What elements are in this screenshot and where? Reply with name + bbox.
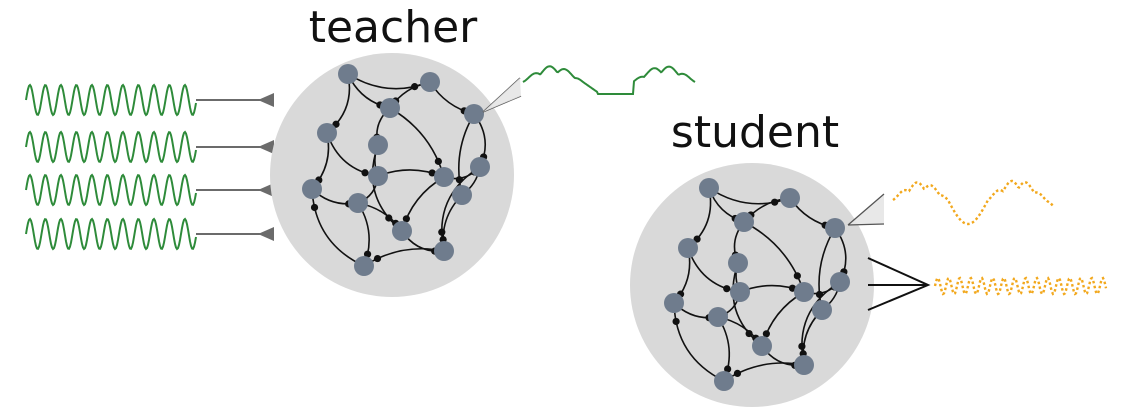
neuron-node — [368, 166, 388, 186]
synapse-dot — [373, 254, 382, 263]
neuron-node — [302, 179, 322, 199]
student-network — [630, 163, 874, 407]
student-network-disk — [630, 163, 874, 407]
neuron-node — [780, 188, 800, 208]
teacher-output-signal — [482, 65, 696, 113]
neuron-node — [317, 123, 337, 143]
synapse-dot — [402, 215, 410, 223]
neuron-node — [420, 72, 440, 92]
neuron-node — [699, 178, 719, 198]
synapse-dot — [762, 330, 770, 338]
neuron-node — [812, 300, 832, 320]
neuron-node — [338, 64, 358, 84]
student-label: student — [671, 107, 839, 158]
neuron-node — [728, 253, 748, 273]
teacher-network-disk — [270, 53, 514, 297]
synapse-dot — [310, 203, 319, 212]
teacher-network — [270, 53, 514, 297]
synapse-dot — [672, 317, 680, 326]
synapse-dot — [793, 272, 801, 280]
synapse-dot — [745, 329, 753, 338]
input-arrowhead — [258, 183, 274, 197]
neuron-node — [434, 167, 454, 187]
neuron-node — [470, 157, 490, 177]
input-sine-wave — [25, 173, 197, 207]
neuron-node — [734, 212, 754, 232]
synapse-dot — [724, 365, 732, 373]
input-sine-wave — [25, 83, 197, 117]
synapse-dot — [723, 285, 731, 293]
neuron-node — [464, 104, 484, 124]
neuron-node — [354, 256, 374, 276]
input-sine-wave — [25, 130, 197, 164]
student-output-signal-top — [847, 179, 1054, 226]
synapse-dot — [332, 120, 340, 128]
input-arrowhead — [258, 227, 274, 241]
neuron-node — [714, 371, 734, 391]
input-arrowhead — [258, 140, 274, 154]
synapse-dot — [411, 83, 419, 91]
synapse-dot — [815, 290, 824, 299]
synapse-dot — [733, 369, 742, 377]
synapse-dot — [434, 157, 442, 165]
synapse-dot — [771, 198, 779, 206]
synapse-dot — [438, 228, 446, 236]
neuron-node — [368, 135, 388, 155]
neuron-node — [664, 293, 684, 313]
synapse-dot — [428, 169, 436, 177]
neuron-node — [348, 193, 368, 213]
teacher-input-signals — [25, 83, 274, 251]
synapse-dot — [385, 214, 393, 222]
neuron-node — [708, 307, 728, 327]
synapse-dot — [363, 250, 372, 258]
neuron-node — [380, 98, 400, 118]
input-sine-wave — [25, 217, 197, 251]
neuron-node — [434, 241, 454, 261]
neuron-node — [830, 272, 850, 292]
synapse-dot — [455, 176, 463, 184]
synapse-edge — [311, 188, 365, 267]
neuron-node — [452, 185, 472, 205]
input-arrowhead — [258, 93, 274, 107]
synapse-dot — [693, 235, 701, 243]
synapse-dot — [798, 342, 806, 350]
synapse-dot — [361, 169, 369, 177]
student-output-signal-bottom — [867, 257, 1108, 311]
neuron-node — [392, 221, 412, 241]
neuron-node — [794, 355, 814, 375]
neuron-node — [752, 336, 772, 356]
neuron-node — [825, 218, 845, 238]
neuron-node — [730, 282, 750, 302]
neuron-node — [678, 238, 698, 258]
synapse-edge — [673, 302, 725, 382]
neuron-node — [794, 282, 814, 302]
teacher-label: teacher — [309, 2, 478, 53]
